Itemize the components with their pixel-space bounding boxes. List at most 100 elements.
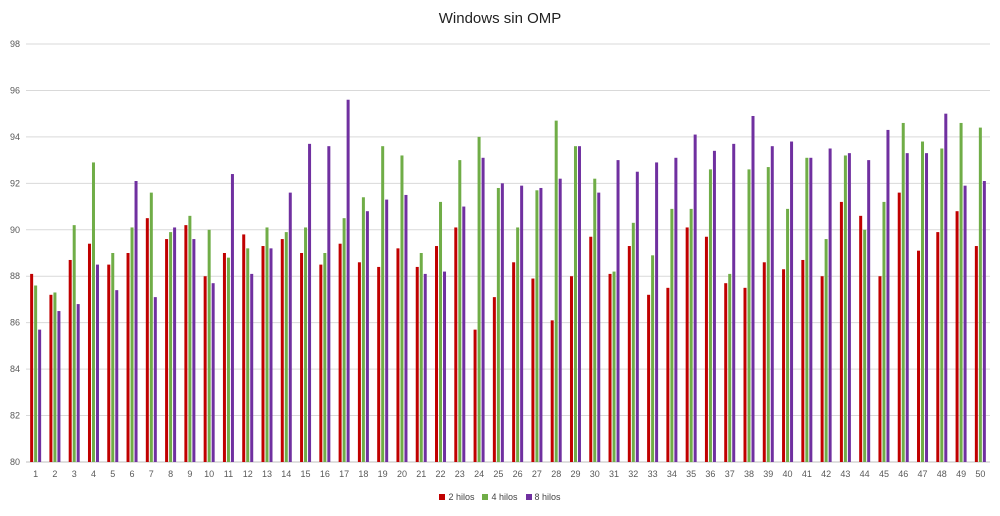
bar-2-hilos-2 [49, 294, 53, 462]
bar-4-hilos-37 [728, 273, 732, 462]
bar-8-hilos-45 [886, 129, 890, 462]
bar-2-hilos-11 [222, 253, 226, 462]
bar-2-hilos-37 [724, 283, 728, 462]
y-tick-label: 82 [10, 411, 20, 421]
x-tick-label: 48 [937, 469, 947, 479]
bar-4-hilos-5 [111, 253, 115, 462]
bar-4-hilos-20 [400, 155, 404, 462]
bar-8-hilos-31 [616, 160, 620, 462]
bar-4-hilos-48 [940, 148, 944, 462]
y-tick-label: 86 [10, 318, 20, 328]
bar-2-hilos-22 [435, 246, 439, 462]
bar-8-hilos-26 [520, 185, 524, 462]
x-tick-label: 28 [551, 469, 561, 479]
legend-swatch [482, 494, 489, 500]
bar-4-hilos-43 [843, 155, 847, 462]
y-tick-label: 90 [10, 225, 20, 235]
bar-8-hilos-8 [173, 227, 177, 462]
x-tick-label: 8 [168, 469, 173, 479]
x-tick-label: 4 [91, 469, 96, 479]
bar-4-hilos-32 [631, 222, 635, 462]
x-tick-label: 32 [628, 469, 638, 479]
bar-4-hilos-21 [419, 253, 423, 462]
bar-8-hilos-3 [76, 304, 80, 462]
bar-2-hilos-15 [300, 253, 304, 462]
bar-2-hilos-23 [454, 227, 458, 462]
x-tick-label: 7 [149, 469, 154, 479]
bar-8-hilos-2 [57, 311, 61, 462]
bar-2-hilos-19 [377, 266, 381, 462]
bar-2-hilos-13 [261, 246, 265, 462]
bar-2-hilos-49 [955, 211, 959, 462]
y-tick-label: 94 [10, 132, 20, 142]
bar-2-hilos-34 [666, 287, 670, 462]
x-tick-label: 1 [33, 469, 38, 479]
bar-2-hilos-32 [627, 246, 631, 462]
x-tick-label: 50 [975, 469, 985, 479]
bar-2-hilos-45 [878, 276, 882, 462]
bar-4-hilos-28 [554, 120, 558, 462]
bar-4-hilos-26 [516, 227, 520, 462]
x-tick-label: 41 [802, 469, 812, 479]
bar-4-hilos-44 [863, 229, 867, 462]
x-tick-label: 3 [72, 469, 77, 479]
bar-8-hilos-36 [712, 150, 716, 463]
bar-4-hilos-1 [34, 285, 38, 462]
y-tick-label: 96 [10, 85, 20, 95]
bar-8-hilos-33 [655, 162, 659, 462]
bar-8-hilos-28 [558, 178, 562, 462]
legend-label: 4 hilos [491, 492, 518, 502]
y-tick-label: 80 [10, 457, 20, 467]
chart-title: Windows sin OMP [438, 10, 562, 27]
bar-8-hilos-42 [828, 148, 832, 462]
bar-4-hilos-2 [53, 292, 57, 462]
bar-4-hilos-50 [978, 127, 982, 462]
bar-8-hilos-9 [192, 239, 196, 462]
bar-4-hilos-27 [535, 190, 539, 463]
bar-2-hilos-29 [569, 276, 573, 462]
bar-2-hilos-20 [396, 248, 400, 462]
bar-2-hilos-10 [203, 276, 207, 462]
legend-item: 8 hilos [525, 492, 561, 502]
bar-4-hilos-23 [458, 160, 462, 462]
bar-2-hilos-33 [647, 294, 651, 462]
bar-2-hilos-31 [608, 273, 612, 462]
bar-2-hilos-35 [685, 227, 689, 462]
bar-4-hilos-49 [959, 122, 963, 462]
bar-8-hilos-10 [211, 283, 215, 462]
y-tick-label: 84 [10, 364, 20, 374]
x-tick-label: 40 [783, 469, 793, 479]
bar-4-hilos-38 [747, 169, 751, 462]
x-tick-label: 26 [513, 469, 523, 479]
x-tick-label: 42 [821, 469, 831, 479]
bar-4-hilos-7 [149, 192, 153, 462]
bar-8-hilos-47 [925, 153, 929, 462]
bar-8-hilos-49 [963, 185, 967, 462]
bar-2-hilos-41 [801, 259, 805, 462]
bar-4-hilos-3 [72, 225, 76, 462]
bar-2-hilos-25 [492, 297, 496, 462]
bar-8-hilos-7 [153, 297, 157, 462]
legend: 2 hilos 4 hilos 8 hilos [0, 492, 1000, 502]
bar-4-hilos-19 [381, 146, 385, 462]
x-tick-label: 13 [262, 469, 272, 479]
bar-8-hilos-39 [770, 146, 774, 462]
x-tick-label: 19 [378, 469, 388, 479]
bar-8-hilos-24 [481, 157, 485, 463]
x-tick-label: 15 [301, 469, 311, 479]
bar-8-hilos-48 [944, 113, 948, 463]
bar-8-hilos-5 [115, 290, 119, 462]
bar-4-hilos-22 [439, 201, 443, 462]
x-tick-label: 18 [358, 469, 368, 479]
legend-item: 4 hilos [482, 492, 518, 502]
x-tick-label: 37 [725, 469, 735, 479]
bar-4-hilos-24 [477, 136, 481, 462]
bar-2-hilos-4 [87, 243, 91, 462]
bar-8-hilos-40 [790, 141, 794, 463]
bar-4-hilos-36 [708, 169, 712, 462]
bar-2-hilos-38 [743, 287, 747, 462]
bar-8-hilos-13 [269, 248, 273, 462]
x-tick-label: 34 [667, 469, 677, 479]
bar-8-hilos-14 [288, 192, 292, 462]
y-tick-label: 88 [10, 271, 20, 281]
